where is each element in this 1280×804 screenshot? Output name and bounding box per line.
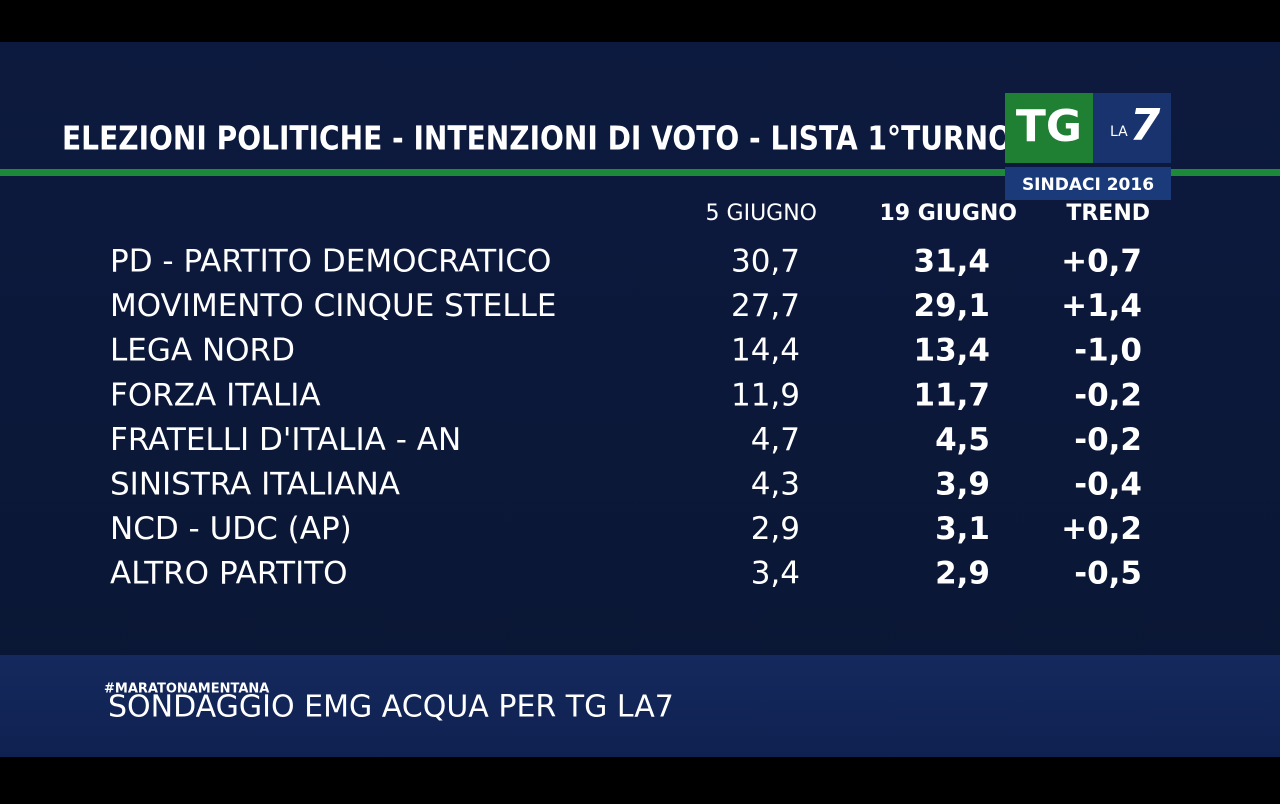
- cell-value: 3,1: [935, 511, 990, 547]
- column-header: TREND: [1066, 201, 1150, 226]
- letterbox-top: [0, 0, 1280, 42]
- cell-value: 4,7: [751, 422, 800, 458]
- party-name: PD - PARTITO DEMOCRATICO: [110, 244, 551, 280]
- logo-tg-box: [1005, 93, 1093, 163]
- cell-value: +0,2: [1061, 511, 1142, 547]
- cell-value: -0,2: [1074, 422, 1142, 458]
- cell-value: 4,5: [935, 422, 990, 458]
- cell-value: 13,4: [914, 333, 991, 369]
- party-name: LEGA NORD: [110, 333, 295, 369]
- cell-value: 2,9: [751, 511, 800, 547]
- cell-value: -0,2: [1074, 377, 1142, 413]
- cell-value: +0,7: [1061, 244, 1142, 280]
- party-name: SINISTRA ITALIANA: [110, 467, 400, 503]
- logo-la: LA: [1110, 124, 1128, 140]
- hashtag: #MARATONAMENTANA: [104, 682, 269, 697]
- green-rule: [0, 169, 1280, 176]
- cell-value: 4,3: [751, 467, 800, 503]
- logo-seven: 7: [1130, 100, 1161, 151]
- cell-value: 14,4: [731, 333, 800, 369]
- table: 5 GIUGNO 19 GIUGNO TREND PD - PARTITO DEMOC…: [110, 201, 1150, 592]
- footer-band: [0, 655, 1280, 757]
- logo: TG LA 7 SINDACI 2016: [1005, 93, 1171, 200]
- party-name: MOVIMENTO CINQUE STELLE: [110, 288, 557, 324]
- source: SONDAGGIO EMG ACQUA PER TG LA7: [108, 690, 674, 725]
- cell-value: -1,0: [1074, 333, 1142, 369]
- cell-value: 30,7: [731, 244, 800, 280]
- cell-value: 3,4: [751, 556, 800, 592]
- title: ELEZIONI POLITICHE - INTENZIONI DI VOTO …: [62, 119, 1012, 158]
- logo-tg: TG: [1016, 101, 1082, 152]
- cell-value: -0,5: [1074, 556, 1142, 592]
- cell-value: 29,1: [914, 288, 991, 324]
- cell-value: -0,4: [1074, 467, 1142, 503]
- party-name: ALTRO PARTITO: [110, 556, 348, 592]
- cell-value: 27,7: [731, 288, 800, 324]
- cell-value: 31,4: [914, 244, 991, 280]
- cell-value: 2,9: [935, 556, 990, 592]
- party-name: FRATELLI D'ITALIA - AN: [110, 422, 461, 458]
- logo-badge-box: [1005, 167, 1171, 200]
- column-header: 5 GIUGNO: [706, 201, 817, 226]
- party-name: NCD - UDC (AP): [110, 511, 352, 547]
- cell-value: 3,9: [935, 467, 990, 503]
- party-name: FORZA ITALIA: [110, 377, 321, 413]
- letterbox-bottom: [0, 757, 1280, 800]
- column-header: 19 GIUGNO: [879, 201, 1017, 226]
- cell-value: 11,7: [914, 377, 991, 413]
- cell-value: +1,4: [1061, 288, 1142, 324]
- logo-badge: SINDACI 2016: [1022, 175, 1154, 195]
- logo-la7-box: [1093, 93, 1171, 163]
- cell-value: 11,9: [731, 377, 800, 413]
